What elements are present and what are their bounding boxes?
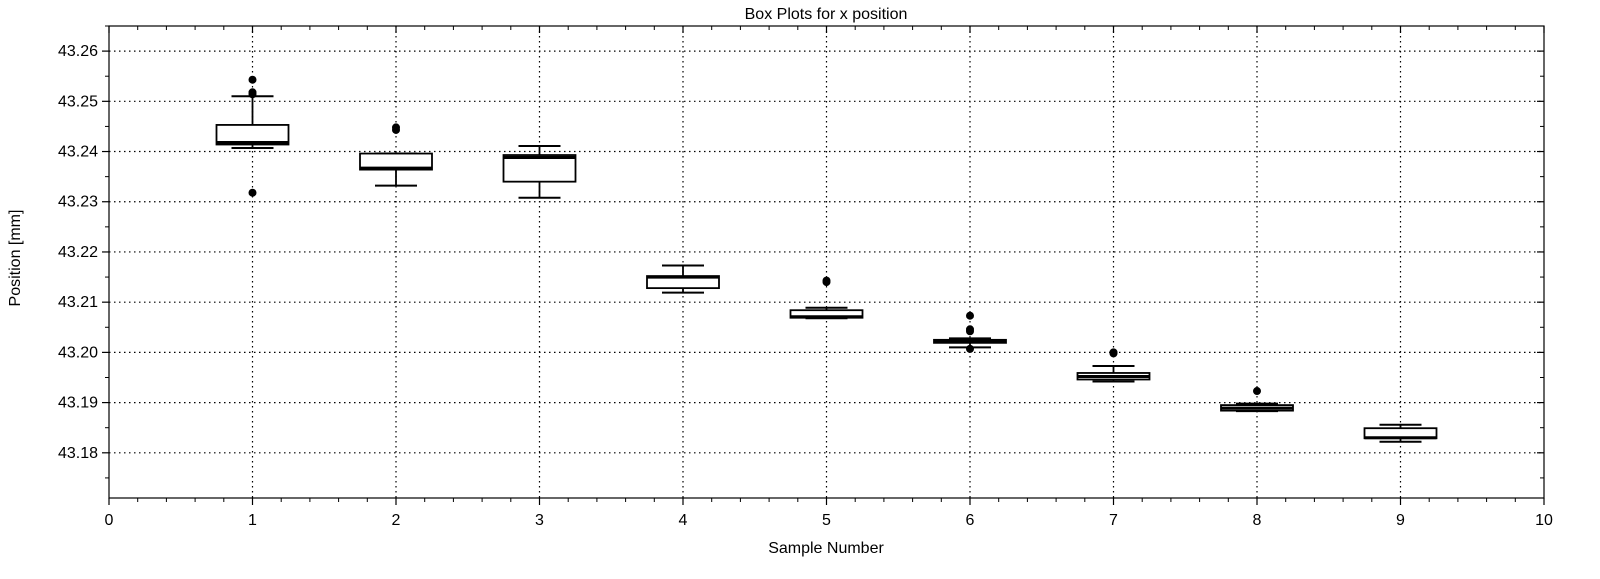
box-plot-group xyxy=(646,264,720,294)
box-plot-group xyxy=(1363,423,1438,443)
x-tick-label: 10 xyxy=(1535,512,1553,529)
plot-area: 0 1 2 3 4 5 6 7 8 9 10 43.18 43.19 43.20 43.21 43.22 43.… xyxy=(58,25,1553,529)
outlier-point xyxy=(966,327,974,336)
y-tick-label: 43.21 xyxy=(58,294,98,311)
y-tick-label: 43.20 xyxy=(58,344,98,361)
x-axis-label: Sample Number xyxy=(768,540,884,557)
outlier-point xyxy=(1109,348,1118,357)
y-tick-label: 43.26 xyxy=(58,43,98,60)
outlier-point xyxy=(248,75,257,84)
y-axis-label: Position [mm] xyxy=(7,210,24,307)
y-tick-label: 43.19 xyxy=(58,395,98,412)
x-tick-label: 6 xyxy=(966,512,975,529)
outlier-point xyxy=(966,311,974,320)
y-tick-label: 43.23 xyxy=(58,194,98,211)
box-plot-group xyxy=(359,123,433,187)
box-plot-group xyxy=(1220,387,1294,413)
box-plot-group xyxy=(1076,348,1151,383)
x-tick-label: 8 xyxy=(1253,512,1262,529)
y-tick-label: 43.18 xyxy=(58,445,98,462)
x-tick-label: 0 xyxy=(105,512,114,529)
iqr-box xyxy=(359,152,433,171)
y-tick-label: 43.22 xyxy=(58,244,98,261)
box-plot-group xyxy=(502,145,577,199)
outlier-point xyxy=(822,276,831,285)
y-tick-label: 43.25 xyxy=(58,93,98,110)
x-tick-label: 4 xyxy=(679,512,688,529)
x-tick-label: 1 xyxy=(248,512,257,529)
iqr-box xyxy=(215,124,290,146)
iqr-box xyxy=(502,154,577,183)
box-plot-group xyxy=(789,276,864,320)
outlier-point xyxy=(1253,387,1261,396)
x-tick-label: 3 xyxy=(535,512,544,529)
x-tick-label: 9 xyxy=(1396,512,1405,529)
chart-title: Box Plots for x position xyxy=(745,6,908,23)
box-plot-group xyxy=(933,311,1007,353)
outlier-point xyxy=(248,90,257,99)
x-tick-label: 5 xyxy=(822,512,831,529)
outlier-point xyxy=(966,344,974,353)
outlier-point xyxy=(248,188,257,197)
outlier-point xyxy=(392,125,400,134)
y-tick-label: 43.24 xyxy=(58,144,98,161)
x-tick-label: 7 xyxy=(1109,512,1118,529)
x-tick-label: 2 xyxy=(392,512,401,529)
box-plot-group xyxy=(215,75,290,197)
